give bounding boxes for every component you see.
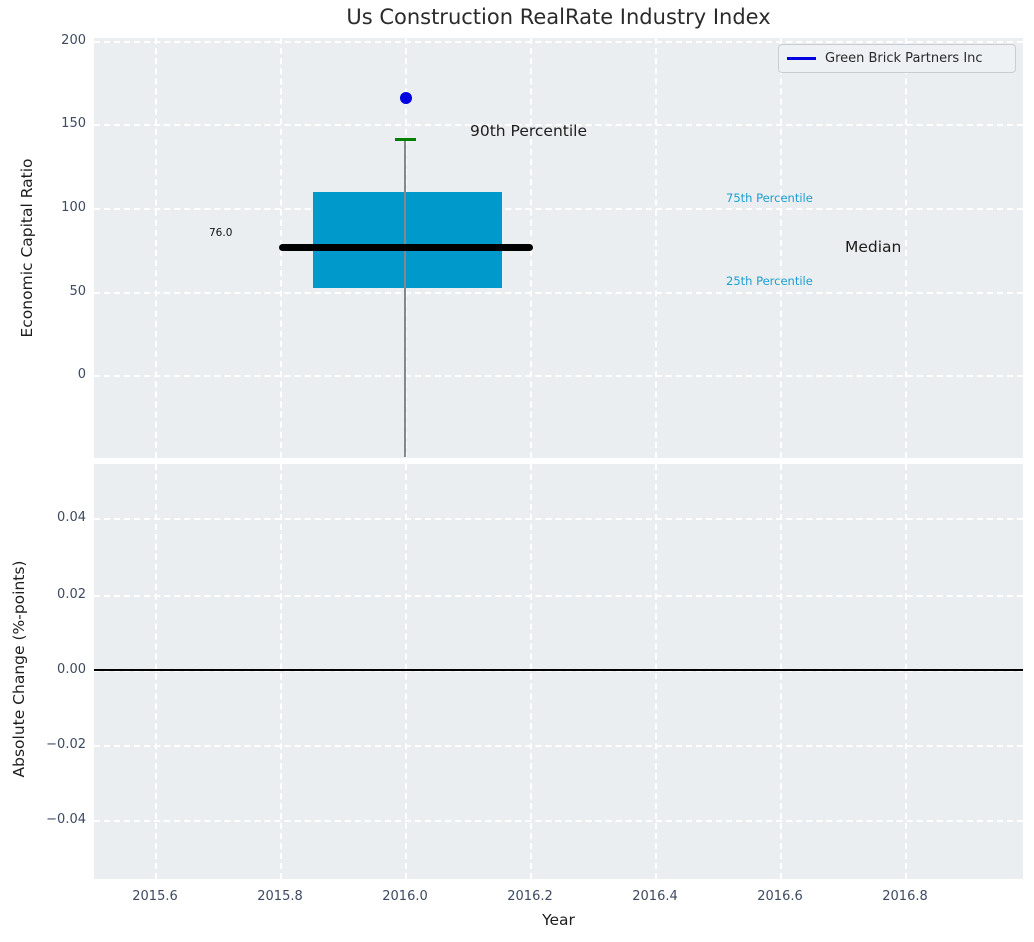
x-tick-label: 2015.8 <box>257 889 303 904</box>
x-tick-label: 2016.2 <box>507 889 553 904</box>
y-tick-label: 0.00 <box>57 662 86 677</box>
x-axis-label: Year <box>542 911 575 929</box>
boxplot-median-line <box>279 244 533 251</box>
gridline-vertical <box>655 38 657 458</box>
legend-line-swatch <box>787 57 816 60</box>
gridline-horizontal <box>94 670 1023 672</box>
gridline-horizontal <box>94 41 1023 43</box>
gridline-vertical <box>780 38 782 458</box>
top-y-axis-label: Economic Capital Ratio <box>18 158 36 338</box>
company-value-marker <box>400 92 412 104</box>
gridline-vertical <box>530 464 532 879</box>
y-tick-label: 200 <box>61 33 86 48</box>
p90-annotation: 90th Percentile <box>470 122 588 140</box>
x-tick-label: 2015.6 <box>132 889 178 904</box>
zero-change-line <box>94 669 1023 671</box>
bottom-plot-area <box>94 464 1023 879</box>
gridline-vertical <box>280 464 282 879</box>
median-value-label: 76.0 <box>209 227 233 239</box>
x-tick-label: 2016.6 <box>757 889 803 904</box>
legend-label: Green Brick Partners Inc <box>825 51 983 66</box>
gridline-horizontal <box>94 518 1023 520</box>
gridline-vertical <box>155 38 157 458</box>
top-plot-area: 76.0 90th Percentile 75th Percentile Med… <box>94 38 1023 458</box>
p25-annotation: 25th Percentile <box>726 274 813 288</box>
gridline-vertical <box>780 464 782 879</box>
gridline-vertical <box>155 464 157 879</box>
y-tick-label: −0.02 <box>46 737 86 752</box>
x-tick-label: 2016.4 <box>632 889 678 904</box>
gridline-horizontal <box>94 375 1023 377</box>
p75-annotation: 75th Percentile <box>726 191 813 205</box>
gridline-horizontal <box>94 745 1023 747</box>
gridline-vertical <box>405 464 407 879</box>
gridline-vertical <box>905 38 907 458</box>
median-annotation: Median <box>845 238 902 256</box>
boxplot-whisker-line <box>404 141 406 457</box>
x-tick-label: 2016.8 <box>882 889 928 904</box>
y-tick-label: 0 <box>77 367 86 382</box>
y-tick-label: 50 <box>69 284 86 299</box>
gridline-horizontal <box>94 820 1023 822</box>
gridline-horizontal <box>94 208 1023 210</box>
y-tick-label: 150 <box>61 116 86 131</box>
x-tick-label: 2016.0 <box>382 889 428 904</box>
gridline-horizontal <box>94 292 1023 294</box>
gridline-vertical <box>905 464 907 879</box>
y-tick-label: −0.04 <box>46 812 86 827</box>
gridline-horizontal <box>94 595 1023 597</box>
y-tick-label: 100 <box>61 200 86 215</box>
boxplot-iqr-box <box>313 192 502 288</box>
chart-title: Us Construction RealRate Industry Index <box>346 5 771 29</box>
legend: Green Brick Partners Inc <box>778 44 1016 73</box>
boxplot-90th-cap <box>395 138 416 141</box>
gridline-vertical <box>655 464 657 879</box>
y-tick-label: 0.04 <box>57 510 86 525</box>
y-tick-label: 0.02 <box>57 587 86 602</box>
gridline-horizontal <box>94 124 1023 126</box>
